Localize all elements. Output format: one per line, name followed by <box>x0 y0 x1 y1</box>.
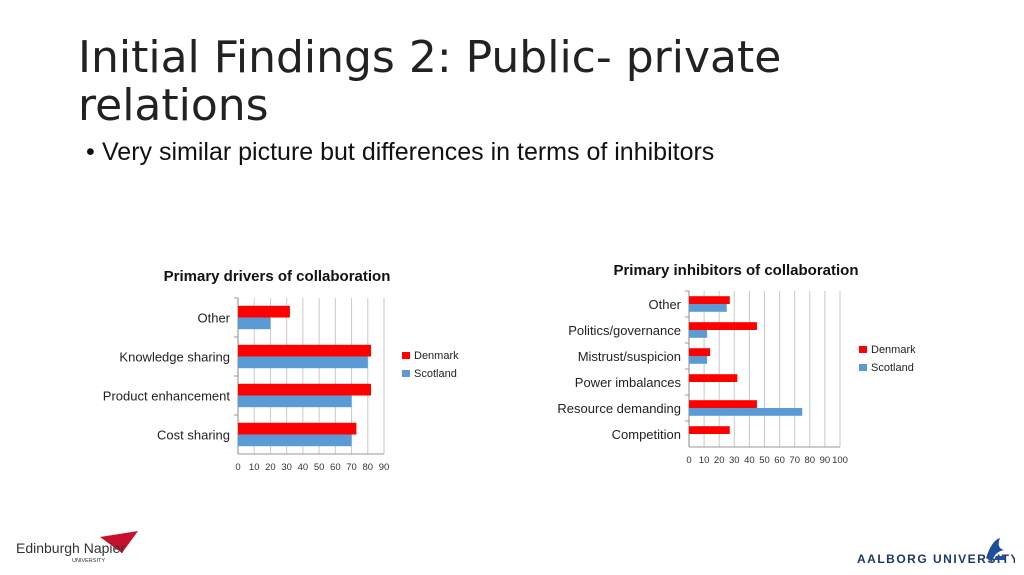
inhibitors-chart-svg: Primary inhibitors of collaboration 0 10 20… <box>557 262 916 466</box>
category-label: Power imbalances <box>575 375 682 390</box>
legend-swatch <box>402 370 410 377</box>
x-tick-label: 20 <box>714 455 725 466</box>
category-label: Other <box>197 311 230 326</box>
x-tick-label: 70 <box>789 455 800 466</box>
category-label: Competition <box>612 427 681 442</box>
legend-swatch <box>402 352 410 359</box>
bar-denmark <box>238 422 357 435</box>
legend-label: Denmark <box>871 344 916 356</box>
napier-red-flag-icon <box>100 531 138 553</box>
aalborg-seal-icon <box>986 538 1006 562</box>
x-tick-label: 90 <box>820 455 831 466</box>
category-label: Other <box>648 297 681 312</box>
bar-scotland <box>689 408 803 416</box>
category-label: Knowledge sharing <box>119 350 230 365</box>
bullet-text: Very similar picture but differences in … <box>102 138 715 166</box>
drivers-chart: Primary drivers of collaboration 0 10 20 30 4… <box>80 255 480 485</box>
bar-denmark <box>689 322 757 330</box>
x-tick-label: 30 <box>729 455 740 466</box>
legend-label: Scotland <box>871 362 914 374</box>
category-label: Product enhancement <box>103 389 231 404</box>
x-tick-label: 100 <box>832 455 848 466</box>
x-tick-label: 40 <box>744 455 755 466</box>
x-tick-label: 30 <box>281 462 292 473</box>
inhibitors-chart: Primary inhibitors of collaboration 0 10 20… <box>540 250 960 480</box>
bar-scotland <box>238 395 352 408</box>
bar-scotland <box>238 317 271 330</box>
legend-label: Denmark <box>414 350 459 362</box>
x-tick-label: 50 <box>759 455 770 466</box>
bar-scotland <box>238 356 368 369</box>
x-tick-label: 90 <box>379 462 390 473</box>
bullet-point: • Very similar picture but differences in… <box>86 138 714 167</box>
bar-scotland <box>689 330 708 338</box>
x-tick-label: 20 <box>265 462 276 473</box>
bullet-dot-icon: • <box>86 138 95 166</box>
bar-scotland <box>689 356 708 364</box>
napier-logo-name: Edinburgh Napier <box>16 540 125 556</box>
x-tick-label: 60 <box>330 462 341 473</box>
x-tick-label: 40 <box>298 462 309 473</box>
bar-denmark <box>689 400 757 408</box>
drivers-chart-svg: Primary drivers of collaboration 0 10 20 30 4… <box>103 268 459 473</box>
bar-denmark <box>238 344 372 357</box>
bar-denmark <box>689 374 738 382</box>
chart-title: Primary inhibitors of collaboration <box>613 262 858 279</box>
bar-denmark <box>689 296 730 304</box>
chart-title: Primary drivers of collaboration <box>164 268 391 285</box>
legend-label: Scotland <box>414 368 457 380</box>
edinburgh-napier-logo: Edinburgh Napier UNIVERSITY <box>14 529 144 569</box>
aalborg-logo: AALBORG UNIVERSITY <box>855 534 1019 568</box>
x-tick-label: 60 <box>774 455 785 466</box>
category-label: Cost sharing <box>157 428 230 443</box>
bar-denmark <box>238 305 290 318</box>
category-label: Politics/governance <box>568 323 681 338</box>
x-tick-label: 80 <box>805 455 816 466</box>
x-tick-label: 10 <box>249 462 260 473</box>
bar-denmark <box>689 426 730 434</box>
category-label: Resource demanding <box>557 401 681 416</box>
bar-scotland <box>238 434 352 447</box>
aalborg-logo-name: AALBORG UNIVERSITY <box>857 552 1015 566</box>
x-tick-label: 80 <box>362 462 373 473</box>
bar-scotland <box>689 304 727 312</box>
x-tick-label: 0 <box>686 455 691 466</box>
x-tick-label: 50 <box>314 462 325 473</box>
bar-denmark <box>238 383 372 396</box>
legend-swatch <box>859 346 867 353</box>
x-tick-label: 70 <box>346 462 357 473</box>
legend-swatch <box>859 364 867 371</box>
napier-logo-sub: UNIVERSITY <box>72 558 105 564</box>
x-tick-label: 0 <box>235 462 240 473</box>
bar-denmark <box>689 348 711 356</box>
category-label: Mistrust/suspicion <box>578 349 681 364</box>
x-tick-label: 10 <box>699 455 710 466</box>
slide-title: Initial Findings 2: Public- private rela… <box>78 32 782 131</box>
